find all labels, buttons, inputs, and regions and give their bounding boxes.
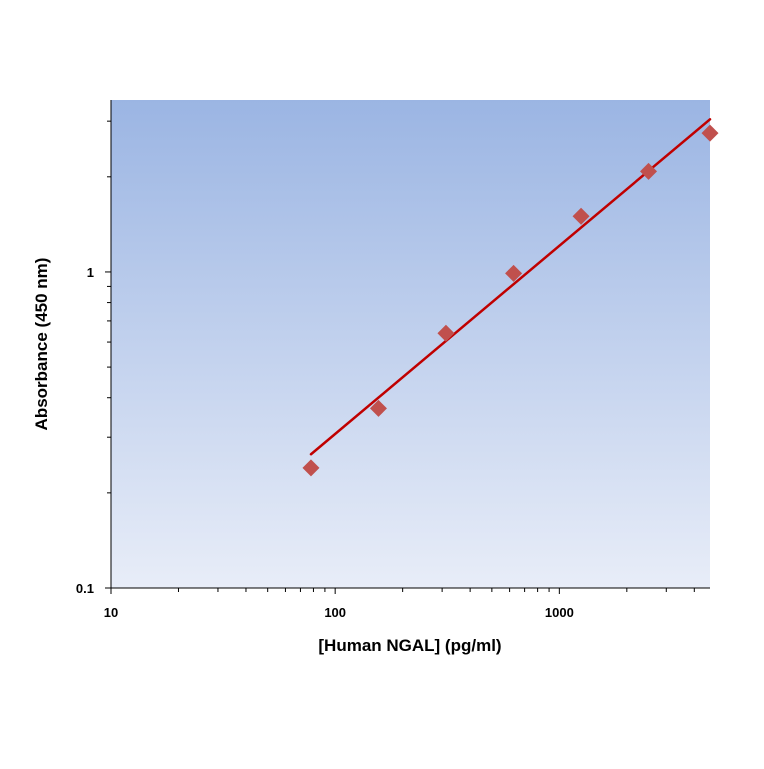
data-point — [302, 459, 320, 477]
x-axis-title: [Human NGAL] (pg/ml) — [318, 636, 501, 655]
data-point — [640, 162, 658, 180]
plot-area — [111, 100, 710, 588]
x-tick-label: 1000 — [545, 605, 574, 620]
data-point — [572, 207, 590, 225]
data-point — [369, 399, 387, 417]
data-point — [437, 324, 455, 342]
data-point — [505, 264, 523, 282]
x-tick-label: 10 — [104, 605, 118, 620]
y-tick-label: 0.1 — [76, 581, 94, 596]
fit-line — [309, 118, 712, 456]
x-tick-label: 100 — [324, 605, 346, 620]
data-point — [701, 124, 719, 142]
y-axis-title: Absorbance (450 nm) — [32, 258, 51, 431]
y-tick-label: 1 — [87, 265, 94, 280]
